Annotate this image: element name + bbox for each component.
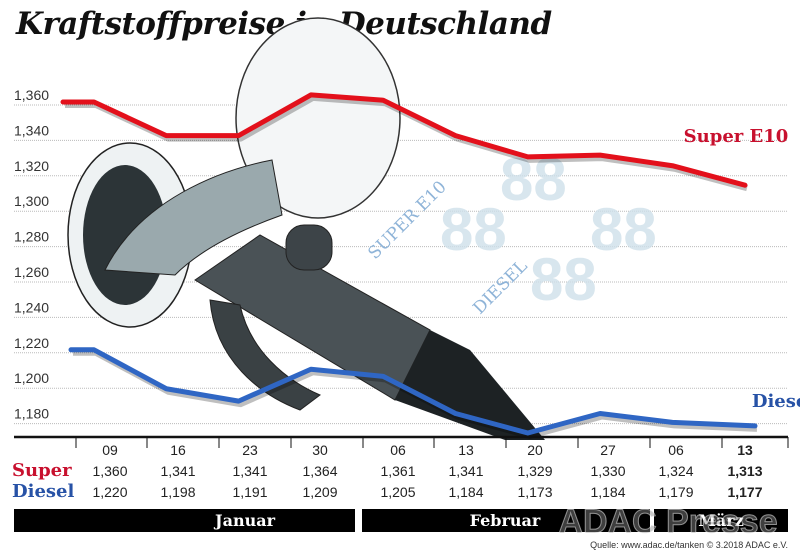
data-label: 1,198	[160, 484, 195, 500]
x-tick-label: 13	[458, 442, 474, 458]
month-label: Januar	[213, 511, 276, 530]
series-label: Diesel	[752, 391, 800, 412]
segment-display-digits-icon: 88	[440, 196, 507, 263]
data-label: 1,191	[232, 484, 267, 500]
x-tick-label: 23	[242, 442, 258, 458]
tank-valve-icon	[285, 224, 333, 271]
x-tick-label: 06	[668, 442, 684, 458]
data-label: 1,341	[232, 463, 267, 479]
data-label: 1,330	[590, 463, 625, 479]
x-tick-label: 20	[527, 442, 543, 458]
display-label-diesel: DIESEL	[469, 256, 531, 318]
data-label: 1,205	[380, 484, 415, 500]
y-tick-label: 1,260	[14, 264, 49, 280]
y-tick-label: 1,360	[14, 87, 49, 103]
segment-display-digits-icon: 88	[530, 246, 597, 313]
month-label: Februar	[470, 511, 541, 530]
data-label: 1,179	[658, 484, 693, 500]
fuel-hose-icon	[395, 330, 545, 440]
month-bar	[14, 509, 355, 532]
x-tick-label: 27	[600, 442, 616, 458]
data-label: 1,361	[380, 463, 415, 479]
fuel-flap-icon	[235, 17, 401, 219]
x-tick-label: 06	[390, 442, 406, 458]
y-tick-label: 1,280	[14, 229, 49, 245]
y-tick-label: 1,320	[14, 158, 49, 174]
y-tick-label: 1,340	[14, 122, 49, 138]
x-tick-label: 09	[102, 442, 118, 458]
segment-display-digits-icon: 88	[590, 196, 657, 263]
data-label: 1,341	[448, 463, 483, 479]
month-bar	[362, 509, 650, 532]
source-note: Quelle: www.adac.de/tanken © 3.2018 ADAC…	[590, 540, 788, 550]
table-row-label: Diesel	[12, 481, 74, 502]
data-label: 1,324	[658, 463, 693, 479]
data-label: 1,341	[160, 463, 195, 479]
series-label: Super E10	[684, 126, 789, 147]
nozzle-head-icon	[104, 159, 283, 276]
display-label-super: SUPER E10	[364, 177, 450, 263]
table-row-label: Super	[12, 460, 72, 481]
y-tick-label: 1,200	[14, 370, 49, 386]
y-tick-label: 1,220	[14, 335, 49, 351]
month-bar	[654, 509, 788, 532]
y-tick-label: 1,240	[14, 299, 49, 315]
data-label: 1,177	[727, 484, 762, 500]
data-label: 1,209	[302, 484, 337, 500]
data-label: 1,184	[448, 484, 483, 500]
data-label: 1,313	[727, 463, 762, 479]
data-label: 1,220	[92, 484, 127, 500]
data-label: 1,364	[302, 463, 337, 479]
data-label: 1,173	[517, 484, 552, 500]
x-tick-label: 30	[312, 442, 328, 458]
nozzle-trigger-icon	[209, 299, 321, 411]
watermark: ADAC Presse	[558, 503, 777, 541]
data-label: 1,184	[590, 484, 625, 500]
y-tick-label: 1,180	[14, 406, 49, 422]
y-tick-label: 1,300	[14, 193, 49, 209]
x-tick-label: 13	[737, 442, 753, 458]
data-label: 1,329	[517, 463, 552, 479]
data-label: 1,360	[92, 463, 127, 479]
x-tick-label: 16	[170, 442, 186, 458]
month-label: März	[698, 511, 744, 530]
